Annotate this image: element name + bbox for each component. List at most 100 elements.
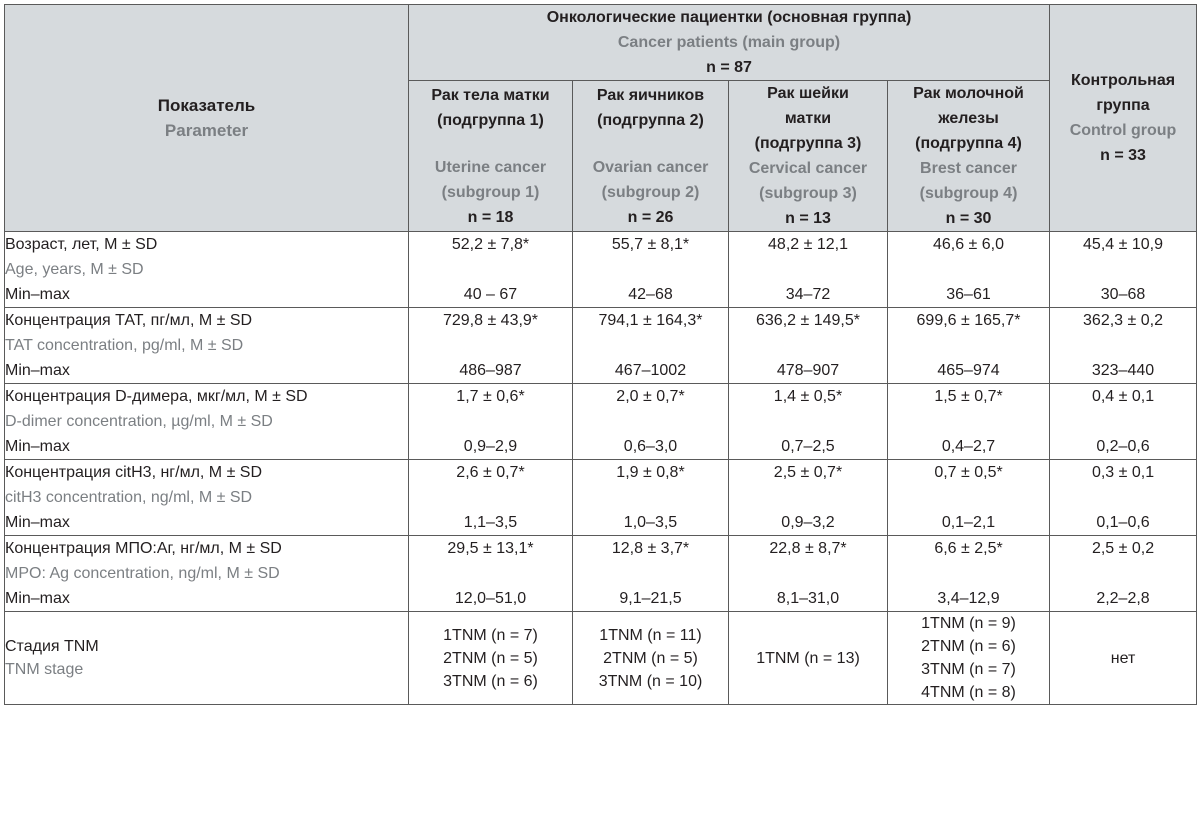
table-cell: 29,5 ± 13,1* 12,0–51,0 bbox=[408, 535, 573, 612]
header-control-line2: группа bbox=[1096, 97, 1150, 114]
subgroup-ru-line: Рак шейки bbox=[767, 85, 849, 102]
table-cell: 12,8 ± 3,7* 9,1–21,5 bbox=[572, 535, 729, 612]
table-cell: 55,7 ± 8,1* 42–68 bbox=[572, 231, 729, 308]
row-label-ru: Концентрация МПО:Аг, нг/мл, M ± SD bbox=[5, 540, 282, 557]
subgroup-ru-line: Рак яичников bbox=[596, 86, 705, 104]
row-label-en: citH3 concentration, ng/ml, M ± SD bbox=[5, 489, 253, 506]
row-label-en: MPO: Ag concentration, ng/ml, M ± SD bbox=[5, 565, 280, 582]
cell-mean: 12,8 ± 3,7* bbox=[611, 540, 690, 557]
header-control-n: n = 33 bbox=[1100, 147, 1146, 164]
subgroup-ru-line: (подгруппа 2) bbox=[597, 111, 704, 129]
cell-range: 8,1–31,0 bbox=[776, 590, 840, 607]
cell-mean: 1,9 ± 0,8* bbox=[616, 464, 685, 481]
table-cell: 22,8 ± 8,7* 8,1–31,0 bbox=[728, 535, 888, 612]
tnm-stage: 2TNM (n = 6) bbox=[921, 638, 1016, 655]
subgroup-n: n = 30 bbox=[945, 210, 992, 227]
cell-range: 34–72 bbox=[785, 286, 831, 303]
cell-range: 2,2–2,8 bbox=[1096, 590, 1150, 607]
row-label-en: Age, years, M ± SD bbox=[5, 261, 144, 278]
table-cell: 1,7 ± 0,6* 0,9–2,9 bbox=[408, 383, 573, 460]
cell-mean: 362,3 ± 0,2 bbox=[1083, 312, 1163, 329]
cell-range: 0,1–2,1 bbox=[941, 514, 996, 531]
table-cell: 1TNM (n = 7) 2TNM (n = 5) 3TNM (n = 6) bbox=[408, 611, 573, 705]
tnm-stage: 3TNM (n = 7) bbox=[921, 661, 1016, 678]
cell-mean: 636,2 ± 149,5* bbox=[756, 312, 860, 329]
cell-range: 1,0–3,5 bbox=[623, 514, 678, 531]
table-cell: 2,0 ± 0,7* 0,6–3,0 bbox=[572, 383, 729, 460]
cell-mean: 1,5 ± 0,7* bbox=[934, 388, 1003, 405]
subgroup-ru-line: Рак тела матки bbox=[431, 86, 550, 104]
cell-range: 465–974 bbox=[937, 362, 1000, 379]
cell-range: 42–68 bbox=[628, 286, 673, 303]
subgroup-en-line: (subgroup 1) bbox=[441, 183, 540, 201]
cell-range: 467–1002 bbox=[614, 362, 687, 379]
tnm-stage: 2TNM (n = 5) bbox=[443, 649, 538, 667]
row-label-minmax: Min–max bbox=[5, 286, 70, 303]
cell-mean: 48,2 ± 12,1 bbox=[768, 236, 848, 253]
table-cell: 52,2 ± 7,8* 40 – 67 bbox=[408, 231, 573, 308]
subgroup-ru-line: (подгруппа 3) bbox=[754, 135, 862, 152]
header-parameter-ru: Показатель bbox=[157, 96, 256, 115]
cell-range: 0,7–2,5 bbox=[781, 438, 835, 455]
row-label: Концентрация citH3, нг/мл, M ± SD citH3 … bbox=[4, 459, 409, 536]
table-cell: 48,2 ± 12,1 34–72 bbox=[728, 231, 888, 308]
cell-mean: 794,1 ± 164,3* bbox=[598, 312, 703, 329]
table-cell: 1,9 ± 0,8* 1,0–3,5 bbox=[572, 459, 729, 536]
cell-mean: 45,4 ± 10,9 bbox=[1083, 236, 1163, 253]
header-main-group: Онкологические пациентки (основная групп… bbox=[407, 4, 1051, 81]
subgroup-en-line: (subgroup 3) bbox=[759, 185, 857, 202]
cell-range: 478–907 bbox=[776, 362, 840, 379]
cell-mean: 46,6 ± 6,0 bbox=[932, 236, 1005, 253]
table-row: Концентрация citH3, нг/мл, M ± SD citH3 … bbox=[4, 459, 1198, 536]
cell-mean: 2,5 ± 0,2 bbox=[1091, 540, 1155, 557]
table-cell: 2,5 ± 0,2 2,2–2,8 bbox=[1049, 535, 1198, 612]
table-cell: 362,3 ± 0,2 323–440 bbox=[1049, 307, 1198, 384]
row-label-minmax: Min–max bbox=[5, 590, 70, 607]
table-cell: 46,6 ± 6,0 36–61 bbox=[886, 231, 1051, 308]
subgroup-en-line: (subgroup 2) bbox=[601, 183, 700, 201]
cell-range: 486–987 bbox=[459, 362, 522, 379]
cell-range: 0,1–0,6 bbox=[1096, 514, 1150, 531]
header-parameter-en: Parameter bbox=[164, 121, 249, 140]
cell-range: 0,9–3,2 bbox=[781, 514, 835, 531]
tnm-stage: 1TNM (n = 11) bbox=[599, 626, 702, 644]
row-label-en: TNM stage bbox=[5, 661, 84, 678]
table-cell: 2,5 ± 0,7* 0,9–3,2 bbox=[728, 459, 888, 536]
cell-range: 1,1–3,5 bbox=[463, 514, 518, 531]
cell-mean: 729,8 ± 43,9* bbox=[442, 312, 539, 329]
row-label-minmax: Min–max bbox=[5, 438, 70, 455]
header-subgroup-4: Рак молочной железы (подгруппа 4) Brest … bbox=[886, 80, 1051, 232]
cell-range: 36–61 bbox=[946, 286, 991, 303]
header-control-line1: Контрольная bbox=[1070, 72, 1176, 89]
row-label: Концентрация ТАТ, пг/мл, M ± SD TAT conc… bbox=[4, 307, 409, 384]
table-cell: 0,4 ± 0,1 0,2–0,6 bbox=[1049, 383, 1198, 460]
table-cell: 1TNM (n = 13) bbox=[728, 611, 888, 705]
header-subgroup-2: Рак яичников (подгруппа 2) Ovarian cance… bbox=[572, 80, 729, 232]
subgroup-n: n = 13 bbox=[785, 210, 831, 227]
cell-mean: 52,2 ± 7,8* bbox=[451, 236, 530, 253]
table-cell: 699,6 ± 165,7* 465–974 bbox=[886, 307, 1051, 384]
header-parameter: Показатель Parameter bbox=[4, 4, 409, 232]
cell-range: 323–440 bbox=[1091, 362, 1155, 379]
subgroup-en-line: (subgroup 4) bbox=[919, 185, 1018, 202]
table-cell: 1TNM (n = 11) 2TNM (n = 5) 3TNM (n = 10) bbox=[572, 611, 729, 705]
cell-mean: 2,0 ± 0,7* bbox=[616, 388, 685, 405]
table-cell: 0,7 ± 0,5* 0,1–2,1 bbox=[886, 459, 1051, 536]
table-row: Концентрация ТАТ, пг/мл, M ± SD TAT conc… bbox=[4, 307, 1198, 384]
table-cell: 2,6 ± 0,7* 1,1–3,5 bbox=[408, 459, 573, 536]
tnm-stage: 1TNM (n = 7) bbox=[443, 626, 538, 644]
cell-mean: 55,7 ± 8,1* bbox=[611, 236, 690, 253]
header-group-en: Cancer patients (main group) bbox=[617, 34, 841, 51]
row-label-ru: Стадия TNM bbox=[5, 638, 99, 655]
cell-range: 0,2–0,6 bbox=[1096, 438, 1150, 455]
row-label-en: TAT concentration, pg/ml, M ± SD bbox=[5, 337, 244, 354]
cell-mean: 22,8 ± 8,7* bbox=[769, 540, 847, 557]
header-group-n: n = 87 bbox=[706, 59, 752, 76]
cell-range: 0,9–2,9 bbox=[463, 438, 518, 455]
cell-range: 3,4–12,9 bbox=[937, 590, 1000, 607]
row-label-ru: Концентрация ТАТ, пг/мл, M ± SD bbox=[5, 312, 253, 329]
table-row: Концентрация МПО:Аг, нг/мл, M ± SD MPO: … bbox=[4, 535, 1198, 612]
subgroup-n: n = 26 bbox=[627, 208, 674, 226]
table-cell: 1,5 ± 0,7* 0,4–2,7 bbox=[886, 383, 1051, 460]
cell-mean: 0,3 ± 0,1 bbox=[1091, 464, 1155, 481]
